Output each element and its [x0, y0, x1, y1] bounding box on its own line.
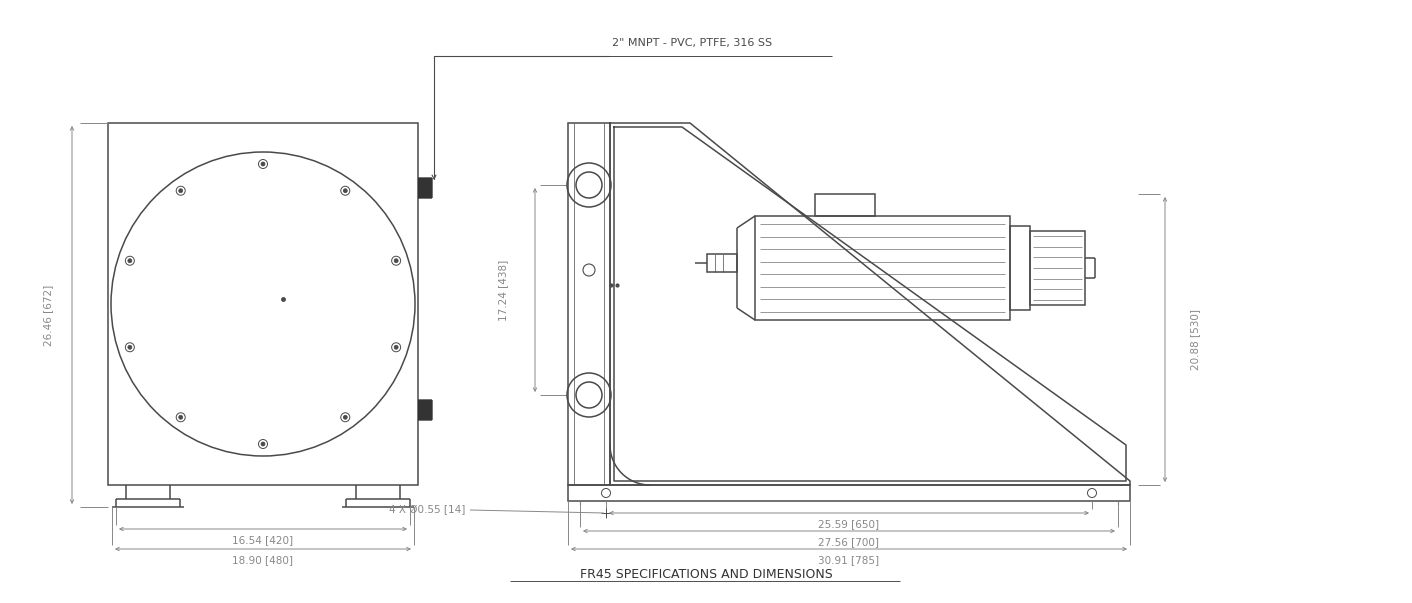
Circle shape [179, 189, 182, 193]
Circle shape [343, 189, 347, 193]
Text: FR45 SPECIFICATIONS AND DIMENSIONS: FR45 SPECIFICATIONS AND DIMENSIONS [579, 569, 833, 581]
Circle shape [343, 415, 347, 419]
Bar [568, 485, 1130, 501]
Bar [1029, 231, 1084, 305]
Bar [418, 400, 432, 420]
Circle shape [128, 259, 131, 263]
Circle shape [394, 346, 398, 349]
Text: 17.24 [438]: 17.24 [438] [498, 259, 508, 321]
Text: 25.59 [650]: 25.59 [650] [819, 519, 880, 529]
Circle shape [261, 162, 265, 166]
Bar [755, 216, 1010, 320]
Text: 26.46 [672]: 26.46 [672] [42, 285, 54, 346]
Bar [815, 194, 875, 216]
Text: 30.91 [785]: 30.91 [785] [819, 555, 880, 565]
Bar [568, 123, 610, 485]
Circle shape [394, 259, 398, 263]
Bar [1010, 226, 1029, 310]
Text: 18.90 [480]: 18.90 [480] [233, 555, 294, 565]
Text: 4 X Ø0.55 [14]: 4 X Ø0.55 [14] [388, 505, 465, 515]
Text: 27.56 [700]: 27.56 [700] [819, 537, 880, 547]
Bar [418, 178, 432, 198]
Text: 16.54 [420]: 16.54 [420] [233, 535, 294, 545]
Circle shape [179, 415, 182, 419]
Text: 2" MNPT - PVC, PTFE, 316 SS: 2" MNPT - PVC, PTFE, 316 SS [611, 38, 772, 48]
Circle shape [128, 346, 131, 349]
Text: 20.88 [530]: 20.88 [530] [1190, 309, 1200, 370]
Circle shape [261, 442, 265, 446]
Bar [107, 123, 418, 485]
Bar [707, 254, 737, 272]
